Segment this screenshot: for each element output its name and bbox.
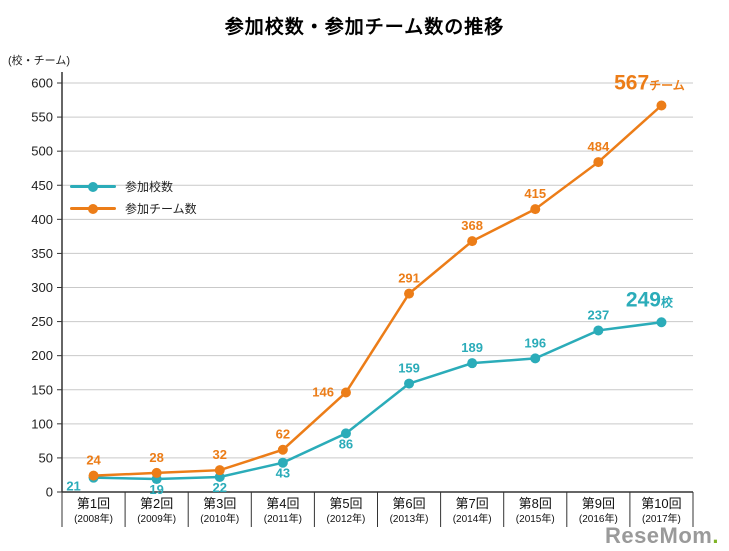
x-category-label: 第7回 xyxy=(456,496,489,511)
gridlines xyxy=(62,82,693,459)
final-value-label: 567チーム xyxy=(614,71,685,94)
x-category-year-label: (2016年) xyxy=(579,512,618,525)
y-axis: 0 50 100 150 200 250 300 350 400 450 500 550 600 xyxy=(31,72,63,500)
data-value-label: 28 xyxy=(149,450,163,465)
data-point xyxy=(530,204,541,215)
data-point xyxy=(214,465,225,476)
y-tick-label: 400 xyxy=(31,212,53,227)
x-category-year-label: (2012年) xyxy=(326,512,365,525)
y-tick-label: 250 xyxy=(31,314,53,329)
y-tick-label: 500 xyxy=(31,144,53,159)
data-point xyxy=(467,236,478,247)
x-category-year-label: (2014年) xyxy=(453,512,492,525)
series-line xyxy=(93,321,662,481)
x-category-year-label: (2017年) xyxy=(642,512,681,525)
y-tick-label: 100 xyxy=(31,416,53,431)
x-category-label: 第3回 xyxy=(203,496,236,511)
data-point xyxy=(88,470,99,481)
data-point xyxy=(277,444,288,455)
y-tick-label: 50 xyxy=(39,450,53,465)
x-axis: 第1回(2008年) 第2回(2009年) 第3回(2010年) 第4回(2011年)… xyxy=(61,491,694,527)
legend-marker-schools xyxy=(70,181,116,192)
y-tick-label: 300 xyxy=(31,280,53,295)
y-tick-label: 150 xyxy=(31,382,53,397)
y-axis-unit-label: (校・チーム) xyxy=(8,55,70,67)
y-tick-label: 550 xyxy=(31,110,53,125)
data-value-label: 19 xyxy=(149,482,163,497)
x-category-label: 第6回 xyxy=(392,496,425,511)
x-category-year-label: (2013年) xyxy=(390,512,429,525)
data-value-label: 62 xyxy=(276,427,290,442)
x-category-year-label: (2015年) xyxy=(516,512,555,525)
x-category-year-label: (2010年) xyxy=(200,512,239,525)
data-point xyxy=(467,358,478,369)
x-category-year-label: (2009年) xyxy=(137,512,176,525)
data-point xyxy=(277,457,288,468)
legend-label-teams: 参加チーム数 xyxy=(125,202,197,216)
chart-title: 参加校数・参加チーム数の推移 xyxy=(224,17,505,38)
data-point xyxy=(593,325,604,336)
data-value-label: 189 xyxy=(461,340,483,355)
data-value-label: 159 xyxy=(398,361,420,376)
data-value-label: 86 xyxy=(339,436,353,451)
series-line xyxy=(93,104,663,477)
data-value-label: 24 xyxy=(86,453,101,468)
data-point xyxy=(340,428,351,439)
y-tick-label: 600 xyxy=(31,76,53,91)
legend-item-teams: 参加チーム数 xyxy=(70,202,197,216)
final-value-label: 249校 xyxy=(626,288,674,311)
series-0-group: 21 19 22 43 86 159 189 196 237 249校 xyxy=(66,288,674,497)
x-category-label: 第8回 xyxy=(519,496,552,511)
data-point xyxy=(593,157,604,168)
y-tick-label: 200 xyxy=(31,348,53,363)
data-value-label: 237 xyxy=(587,307,609,322)
y-tick-label: 450 xyxy=(31,178,53,193)
x-category-year-label: (2008年) xyxy=(74,512,113,525)
x-category-label: 第2回 xyxy=(140,496,173,511)
data-value-label: 146 xyxy=(312,384,334,399)
data-point xyxy=(340,387,351,398)
legend-label-schools: 参加校数 xyxy=(125,180,174,194)
data-value-label: 484 xyxy=(587,139,609,154)
x-category-label: 第10回 xyxy=(641,496,681,511)
data-value-label: 43 xyxy=(276,466,290,481)
x-category-label: 第1回 xyxy=(77,496,110,511)
chart-legend: 参加校数 参加チーム数 xyxy=(70,180,197,216)
data-value-label: 196 xyxy=(524,335,546,350)
y-tick-label: 350 xyxy=(31,246,53,261)
data-point xyxy=(404,378,415,389)
data-value-label: 22 xyxy=(213,480,227,495)
legend-marker-teams xyxy=(70,203,116,214)
legend-dot-teams xyxy=(88,203,98,214)
legend-dot-schools xyxy=(88,181,98,192)
data-value-label: 368 xyxy=(461,218,483,233)
legend-item-schools: 参加校数 xyxy=(70,180,197,194)
y-tick-label: 0 xyxy=(46,485,53,500)
data-point xyxy=(404,288,415,299)
series-1-group: 24 28 32 62 146 291 368 415 484 567チーム xyxy=(86,71,685,481)
data-value-label: 291 xyxy=(398,271,420,286)
resemom-logo-text: ReseMom xyxy=(604,523,713,548)
data-point xyxy=(530,353,541,364)
data-value-label: 415 xyxy=(524,186,546,201)
x-category-label: 第9回 xyxy=(582,496,615,511)
data-point xyxy=(656,317,667,328)
data-value-label: 21 xyxy=(66,479,80,494)
data-point xyxy=(151,467,162,478)
data-point xyxy=(656,100,667,111)
data-value-label: 32 xyxy=(213,447,227,462)
x-category-label: 第4回 xyxy=(266,496,299,511)
resemom-logo-dot: . xyxy=(712,523,719,548)
x-category-year-label: (2011年) xyxy=(264,512,302,525)
x-category-label: 第5回 xyxy=(329,496,362,511)
resemom-logo: ReseMom. xyxy=(605,523,719,549)
